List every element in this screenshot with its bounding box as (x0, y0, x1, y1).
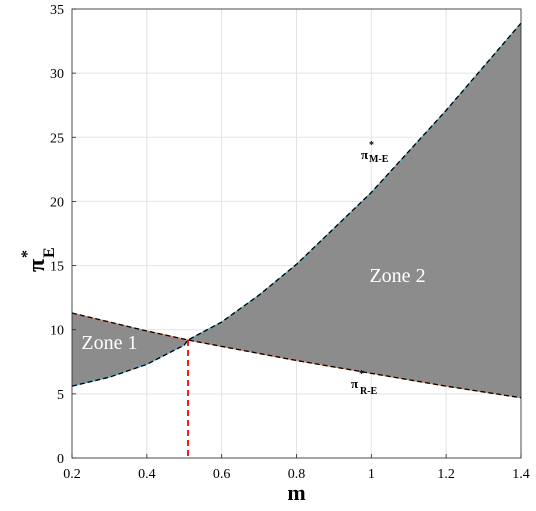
curve-label-m-e-subscript: M-E (369, 154, 389, 165)
ticks: 0.2 0.4 0.6 0.8 1 1.2 1.4 0 5 10 15 20 25 30 35 (50, 3, 530, 482)
curve-label-r-e-star: * (359, 369, 364, 380)
series-line-m-e (71, 22, 522, 387)
y-axis-title-subscript: E (41, 247, 58, 258)
curve-label-m-e-symbol: π (361, 147, 368, 162)
y-tick-label: 25 (50, 131, 64, 146)
x-tick-label: 0.2 (63, 467, 81, 482)
x-tick-label: 1.2 (437, 467, 455, 482)
series-line-r-e (71, 312, 522, 399)
y-tick-label: 35 (50, 3, 64, 18)
curve-label-m-e: π * M-E (361, 140, 389, 165)
x-tick-label: 1 (368, 467, 375, 482)
x-axis-title: m (287, 480, 305, 505)
curve-label-r-e: π * R-E (351, 369, 378, 397)
x-tick-label: 0.8 (288, 467, 306, 482)
shaded-region (72, 23, 521, 398)
curve-label-m-e-star: * (369, 140, 374, 151)
x-tick-label: 0.4 (138, 467, 156, 482)
curve-label-r-e-symbol: π (351, 376, 358, 391)
curve-label-r-e-subscript: R-E (360, 386, 378, 397)
y-tick-label: 10 (50, 324, 64, 339)
y-tick-label: 20 (50, 195, 64, 210)
y-axis-title-star: * (19, 250, 36, 258)
y-tick-label: 0 (57, 452, 64, 467)
zone-2-label: Zone 2 (369, 265, 425, 287)
y-axis-title: π * E (19, 247, 58, 272)
x-tick-label: 1.4 (512, 467, 530, 482)
x-tick-label: 0.6 (213, 467, 231, 482)
y-axis-title-symbol: π (24, 259, 50, 272)
shaded-zones (72, 23, 521, 398)
y-tick-label: 15 (50, 260, 64, 275)
series-lines (71, 22, 522, 458)
y-tick-label: 30 (50, 67, 64, 82)
y-tick-label: 5 (57, 388, 64, 403)
zone-1-label: Zone 1 (81, 332, 137, 354)
